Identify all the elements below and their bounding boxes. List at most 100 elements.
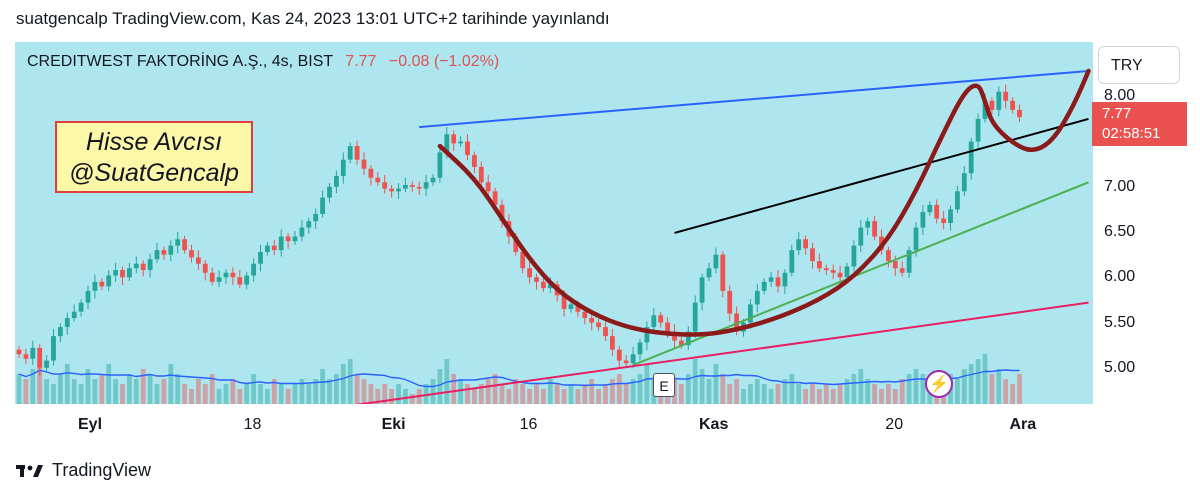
volume-bar bbox=[527, 389, 532, 404]
earnings-marker[interactable]: E bbox=[653, 373, 675, 397]
candle bbox=[140, 263, 146, 271]
volume-bar bbox=[258, 384, 263, 404]
volume-bar bbox=[485, 379, 491, 404]
candle bbox=[85, 290, 91, 303]
volume-bar bbox=[975, 359, 981, 404]
volume-bar bbox=[1017, 374, 1022, 404]
volume-bar bbox=[182, 384, 187, 404]
volume-bar bbox=[810, 384, 815, 404]
candle bbox=[265, 245, 270, 252]
candle bbox=[941, 218, 946, 223]
candle bbox=[817, 261, 822, 269]
candle bbox=[216, 277, 222, 282]
candle bbox=[527, 268, 532, 278]
x-tick-label: Eki bbox=[381, 416, 406, 433]
volume-bar bbox=[334, 374, 339, 404]
volume-bar bbox=[513, 379, 519, 404]
candle bbox=[423, 182, 429, 189]
volume-bar bbox=[168, 364, 174, 404]
volume-bar bbox=[748, 384, 753, 404]
candle bbox=[603, 327, 608, 337]
candle bbox=[685, 331, 691, 346]
candle bbox=[389, 188, 394, 192]
candle bbox=[968, 141, 974, 174]
candle bbox=[271, 245, 277, 251]
y-tick-label: 5.00 bbox=[1104, 358, 1136, 376]
volume-bar bbox=[996, 369, 1002, 404]
candle bbox=[982, 100, 988, 119]
volume-bar bbox=[610, 379, 615, 404]
candle bbox=[561, 295, 567, 309]
candle bbox=[230, 272, 236, 278]
candle bbox=[837, 272, 843, 278]
volume-bar bbox=[437, 369, 443, 404]
volume-bar bbox=[789, 374, 795, 404]
volume-bar bbox=[223, 384, 229, 404]
candle bbox=[955, 191, 960, 210]
candle bbox=[416, 186, 422, 189]
candle bbox=[409, 184, 415, 187]
candle bbox=[872, 221, 877, 237]
volume-bar bbox=[506, 389, 512, 404]
candle bbox=[168, 245, 174, 255]
volume-bar bbox=[892, 389, 898, 404]
lightning-icon[interactable]: ⚡ bbox=[925, 370, 953, 398]
volume-bar bbox=[775, 384, 781, 404]
volume-bar bbox=[575, 389, 581, 404]
volume-bar bbox=[685, 374, 691, 404]
volume-bar bbox=[237, 389, 243, 404]
candle bbox=[810, 248, 815, 262]
x-tick-label: 20 bbox=[885, 416, 904, 433]
candle bbox=[568, 304, 574, 309]
candle bbox=[996, 91, 1002, 110]
price-label-box: 7.77 02:58:51 bbox=[1092, 102, 1187, 146]
candle bbox=[485, 182, 491, 192]
volume-bar bbox=[465, 384, 470, 404]
volume-bar bbox=[382, 384, 388, 404]
candle bbox=[451, 134, 457, 144]
candle bbox=[458, 141, 463, 144]
volume-bar bbox=[113, 379, 118, 404]
candle bbox=[720, 254, 726, 291]
candle bbox=[658, 315, 664, 323]
candle bbox=[437, 152, 443, 178]
volume-bar bbox=[492, 374, 498, 404]
candle bbox=[844, 266, 850, 278]
price-label-value: 7.77 bbox=[1102, 105, 1132, 122]
volume-bar bbox=[64, 364, 70, 404]
candle bbox=[334, 175, 339, 187]
candle bbox=[637, 342, 643, 355]
volume-bar bbox=[16, 374, 22, 404]
candle bbox=[472, 155, 477, 167]
candle bbox=[182, 239, 187, 251]
candle bbox=[299, 227, 305, 237]
chart-plot[interactable]: CREDITWEST FAKTORİNG A.Ş., 4s, BIST 7.77… bbox=[15, 42, 1093, 404]
volume-bar bbox=[389, 389, 394, 404]
candle bbox=[492, 191, 498, 205]
candle bbox=[727, 290, 733, 314]
volume-bar bbox=[803, 389, 808, 404]
volume-bar bbox=[616, 374, 622, 404]
volume-bar bbox=[844, 379, 850, 404]
volume-bar bbox=[154, 384, 160, 404]
candle bbox=[892, 261, 898, 269]
volume-bar bbox=[858, 369, 864, 404]
currency-selector[interactable]: TRY bbox=[1098, 46, 1180, 84]
volume-bar bbox=[913, 369, 919, 404]
volume-bar bbox=[78, 384, 84, 404]
volume-bar bbox=[92, 379, 98, 404]
candle bbox=[575, 304, 581, 312]
symbol-header: CREDITWEST FAKTORİNG A.Ş., 4s, BIST 7.77… bbox=[27, 53, 499, 71]
volume-bar bbox=[423, 384, 429, 404]
volume-bar bbox=[520, 384, 526, 404]
y-tick-label: 8.00 bbox=[1104, 87, 1136, 105]
volume-bar bbox=[347, 359, 353, 404]
volume-bar bbox=[409, 394, 415, 404]
volume-bar bbox=[630, 379, 636, 404]
candle bbox=[913, 227, 919, 251]
candle bbox=[444, 134, 450, 153]
volume-bar bbox=[1010, 384, 1015, 404]
candle bbox=[616, 349, 622, 361]
candle bbox=[306, 221, 312, 228]
volume-bar bbox=[968, 364, 974, 404]
